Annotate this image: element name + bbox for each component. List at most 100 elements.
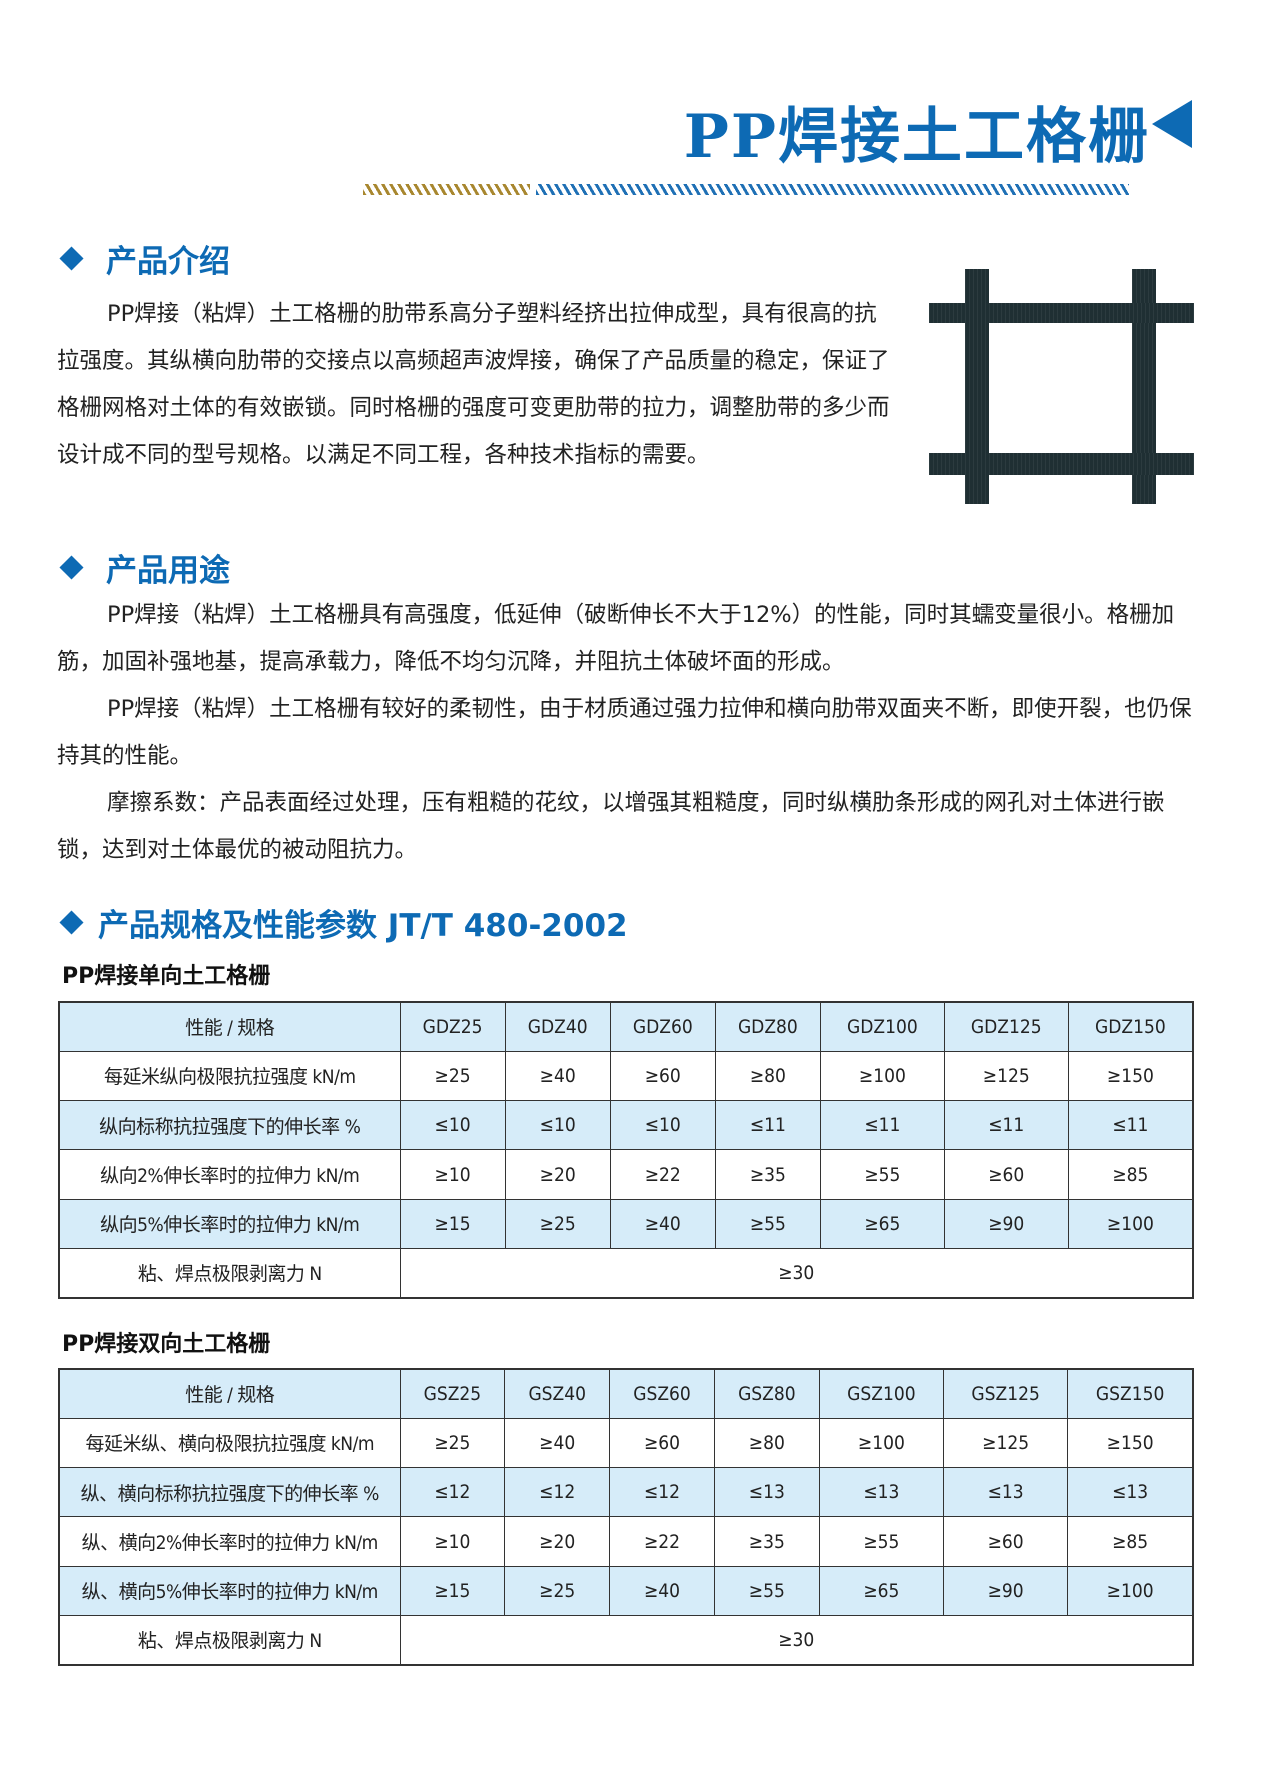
cell: ≥60: [943, 1149, 1069, 1200]
intro-paragraph: PP焊接（粘焊）土工格栅的肋带系高分子塑料经挤出拉伸成型，具有很高的抗拉强度。其…: [57, 301, 890, 468]
section-heading-intro: 产品介绍: [57, 236, 230, 281]
cell: GDZ60: [609, 1001, 716, 1052]
cell: ≥25: [504, 1198, 611, 1249]
cell: GSZ100: [818, 1368, 945, 1419]
row-label: 粘、焊点极限剥离力 N: [58, 1247, 401, 1299]
cell: ≥65: [819, 1198, 945, 1249]
cell: GSZ125: [943, 1368, 1069, 1419]
cell: GDZ25: [399, 1001, 506, 1052]
cell: ≥125: [943, 1417, 1069, 1469]
cell: GSZ40: [504, 1368, 611, 1419]
row-label: 性能 / 规格: [58, 1001, 401, 1052]
cell: ≥55: [713, 1565, 820, 1616]
decorative-stripe-gold: [363, 184, 530, 195]
cell: ≥100: [1067, 1198, 1194, 1249]
cell: ≤13: [943, 1467, 1069, 1518]
cell: ≥25: [399, 1417, 506, 1469]
spec-table-uniaxial: 性能 / 规格 GDZ25 GDZ40 GDZ60 GDZ80 GDZ100 GDZ125 G…: [58, 1001, 1194, 1299]
cell: ≤12: [399, 1467, 506, 1518]
cell: ≥22: [609, 1149, 716, 1200]
section-heading-text: 产品介绍: [106, 244, 230, 280]
table-row: 纵、横向标称抗拉强度下的伸长率 % ≤12 ≤12 ≤12 ≤13 ≤13 ≤13 ≤13: [58, 1467, 1194, 1518]
row-label: 每延米纵向极限抗拉强度 kN/m: [58, 1050, 401, 1102]
cell: ≥60: [943, 1516, 1069, 1567]
table-subtitle: PP焊接双向土工格栅: [62, 1332, 271, 1357]
section-heading-specs: 产品规格及性能参数 JT/T 480-2002: [57, 900, 628, 945]
cell: ≥20: [504, 1149, 611, 1200]
cell: ≥40: [504, 1050, 611, 1102]
diamond-icon: [59, 910, 84, 935]
cell: ≥10: [399, 1516, 506, 1567]
diamond-icon: [59, 246, 84, 271]
cell: ≥85: [1067, 1516, 1194, 1567]
table-header-row: 性能 / 规格 GDZ25 GDZ40 GDZ60 GDZ80 GDZ100 GDZ125 G…: [58, 1001, 1194, 1052]
cell: ≤10: [399, 1100, 506, 1151]
cell: ≥40: [504, 1417, 611, 1469]
cell: ≥40: [609, 1198, 716, 1249]
cell: ≥22: [609, 1516, 715, 1567]
cell: ≤11: [714, 1100, 821, 1151]
table-row: 纵向5%伸长率时的拉伸力 kN/m ≥15 ≥25 ≥40 ≥55 ≥65 ≥90 ≥100: [58, 1198, 1194, 1249]
diamond-icon: [59, 555, 84, 580]
usage-paragraph: PP焊接（粘焊）土工格栅具有高强度，低延伸（破断伸长不大于12%）的性能，同时其…: [57, 602, 1175, 675]
cell: GDZ100: [819, 1001, 945, 1052]
cell: ≤12: [504, 1467, 611, 1518]
arrow-left-icon: [1152, 100, 1192, 148]
table-row: 纵向标称抗拉强度下的伸长率 % ≤10 ≤10 ≤10 ≤11 ≤11 ≤11 ≤11: [58, 1100, 1194, 1151]
cell: ≥35: [714, 1149, 821, 1200]
row-label: 性能 / 规格: [58, 1368, 401, 1419]
cell: GSZ150: [1067, 1368, 1194, 1419]
cell: GSZ80: [713, 1368, 820, 1419]
table-row: 纵、横向5%伸长率时的拉伸力 kN/m ≥15 ≥25 ≥40 ≥55 ≥65 ≥90 ≥10…: [58, 1565, 1194, 1616]
row-label: 纵、横向标称抗拉强度下的伸长率 %: [58, 1467, 401, 1518]
cell: ≥10: [399, 1149, 506, 1200]
cell: ≥40: [609, 1565, 715, 1616]
section-heading-text: 产品规格及性能参数 JT/T 480-2002: [98, 908, 628, 944]
table-row: 粘、焊点极限剥离力 N ≥30: [58, 1247, 1194, 1299]
cell: ≤11: [819, 1100, 945, 1151]
cell: ≤11: [1067, 1100, 1194, 1151]
cell: GSZ25: [399, 1368, 506, 1419]
cell: ≥80: [713, 1417, 820, 1469]
row-label: 纵向5%伸长率时的拉伸力 kN/m: [58, 1198, 401, 1249]
cell: ≥125: [943, 1050, 1069, 1102]
cell: ≤12: [609, 1467, 715, 1518]
cell: ≥15: [399, 1198, 506, 1249]
cell: ≥30: [399, 1614, 1194, 1666]
row-label: 每延米纵、横向极限抗拉强度 kN/m: [58, 1417, 401, 1469]
row-label: 纵向标称抗拉强度下的伸长率 %: [58, 1100, 401, 1151]
cell: ≥55: [819, 1149, 945, 1200]
cell: ≥25: [504, 1565, 611, 1616]
cell: ≥85: [1067, 1149, 1194, 1200]
row-label: 纵、横向5%伸长率时的拉伸力 kN/m: [58, 1565, 401, 1616]
table-row: 粘、焊点极限剥离力 N ≥30: [58, 1614, 1194, 1666]
geogrid-product-image: [925, 267, 1195, 507]
cell: ≥90: [943, 1198, 1069, 1249]
table-row: 每延米纵、横向极限抗拉强度 kN/m ≥25 ≥40 ≥60 ≥80 ≥100 ≥125 ≥1…: [58, 1417, 1194, 1469]
section-heading-usage: 产品用途: [57, 545, 230, 590]
cell: ≥65: [818, 1565, 945, 1616]
cell: ≥55: [818, 1516, 945, 1567]
usage-paragraph: 摩擦系数：产品表面经过处理，压有粗糙的花纹，以增强其粗糙度，同时纵横肋条形成的网…: [57, 790, 1165, 863]
row-label: 纵向2%伸长率时的拉伸力 kN/m: [58, 1149, 401, 1200]
usage-paragraph: PP焊接（粘焊）土工格栅有较好的柔韧性，由于材质通过强力拉伸和横向肋带双面夹不断…: [57, 696, 1192, 769]
cell: ≥100: [819, 1050, 945, 1102]
cell: ≥60: [609, 1417, 715, 1469]
cell: GDZ40: [504, 1001, 611, 1052]
cell: GDZ80: [714, 1001, 821, 1052]
cell: ≥25: [399, 1050, 506, 1102]
cell: ≤10: [609, 1100, 716, 1151]
table-row: 每延米纵向极限抗拉强度 kN/m ≥25 ≥40 ≥60 ≥80 ≥100 ≥125 ≥150: [58, 1050, 1194, 1102]
cell: ≥20: [504, 1516, 611, 1567]
cell: ≥150: [1067, 1050, 1194, 1102]
table-row: 纵、横向2%伸长率时的拉伸力 kN/m ≥10 ≥20 ≥22 ≥35 ≥55 ≥60 ≥85: [58, 1516, 1194, 1567]
row-label: 纵、横向2%伸长率时的拉伸力 kN/m: [58, 1516, 401, 1567]
page-title: PP焊接土工格栅: [683, 102, 1150, 172]
row-label: 粘、焊点极限剥离力 N: [58, 1614, 401, 1666]
cell: GSZ60: [609, 1368, 715, 1419]
cell: GDZ150: [1067, 1001, 1194, 1052]
spec-table-biaxial: 性能 / 规格 GSZ25 GSZ40 GSZ60 GSZ80 GSZ100 GSZ125 G…: [58, 1368, 1194, 1666]
cell: ≥15: [399, 1565, 506, 1616]
table-subtitle: PP焊接单向土工格栅: [62, 964, 271, 989]
cell: ≥100: [818, 1417, 945, 1469]
